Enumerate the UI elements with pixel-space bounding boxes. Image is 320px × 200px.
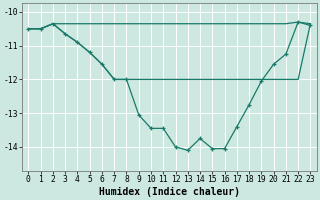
X-axis label: Humidex (Indice chaleur): Humidex (Indice chaleur) xyxy=(99,186,240,197)
